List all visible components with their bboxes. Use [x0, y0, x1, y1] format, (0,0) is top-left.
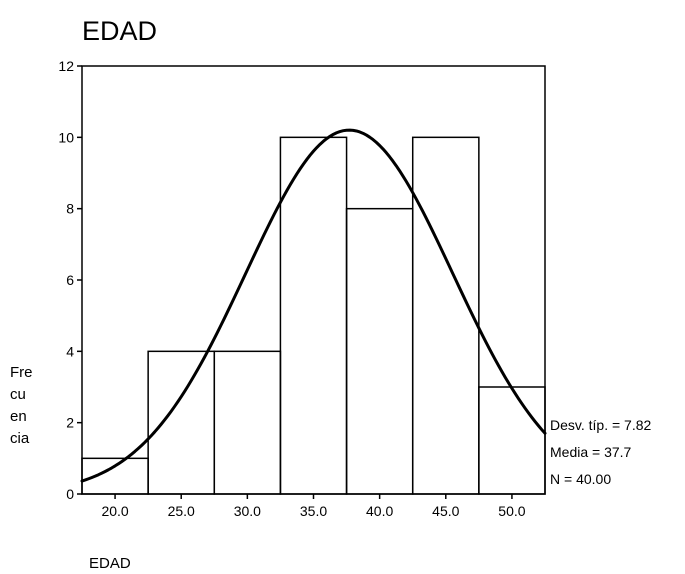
y-axis-label-line: cia [10, 430, 30, 447]
x-tick-label: 35.0 [300, 503, 327, 519]
bar-6 [478, 386, 546, 495]
y-tick-label: 0 [66, 486, 74, 502]
bar-2 [213, 350, 282, 495]
y-tick-label: 4 [66, 343, 74, 359]
x-tick-label: 50.0 [498, 503, 525, 519]
y-axis-label-line: Fre [10, 364, 33, 381]
stats-line: Media = 37.7 [550, 444, 632, 460]
y-tick-label: 12 [58, 58, 74, 74]
y-axis-label: Fre cu en cia [10, 364, 33, 447]
y-axis-ticks: 0 2 4 6 8 10 12 [58, 58, 82, 502]
x-tick-label: 45.0 [432, 503, 459, 519]
x-tick-label: 25.0 [168, 503, 195, 519]
y-axis-label-line: en [10, 408, 27, 425]
chart-title: EDAD [82, 16, 157, 46]
stats-box: Desv. típ. = 7.82 Media = 37.7 N = 40.00 [550, 417, 652, 487]
bar-5 [411, 136, 480, 495]
bar-1 [147, 350, 216, 495]
y-tick-label: 6 [66, 272, 74, 288]
y-axis-label-line: cu [10, 386, 26, 403]
x-tick-label: 30.0 [234, 503, 261, 519]
x-axis-ticks: 20.0 25.0 30.0 35.0 40.0 45.0 50.0 [101, 494, 526, 519]
plot-frame [81, 65, 546, 495]
bar-3 [279, 136, 348, 495]
normal-curve [80, 128, 547, 483]
stats-line: Desv. típ. = 7.82 [550, 417, 652, 433]
bars-group [81, 136, 546, 495]
y-tick-label: 8 [66, 201, 74, 217]
x-tick-label: 40.0 [366, 503, 393, 519]
x-axis-label: EDAD [89, 555, 131, 572]
y-tick-label: 2 [66, 415, 74, 431]
stats-line: N = 40.00 [550, 471, 611, 487]
bar-4 [345, 207, 414, 495]
y-tick-label: 10 [58, 129, 74, 145]
x-tick-label: 20.0 [101, 503, 128, 519]
